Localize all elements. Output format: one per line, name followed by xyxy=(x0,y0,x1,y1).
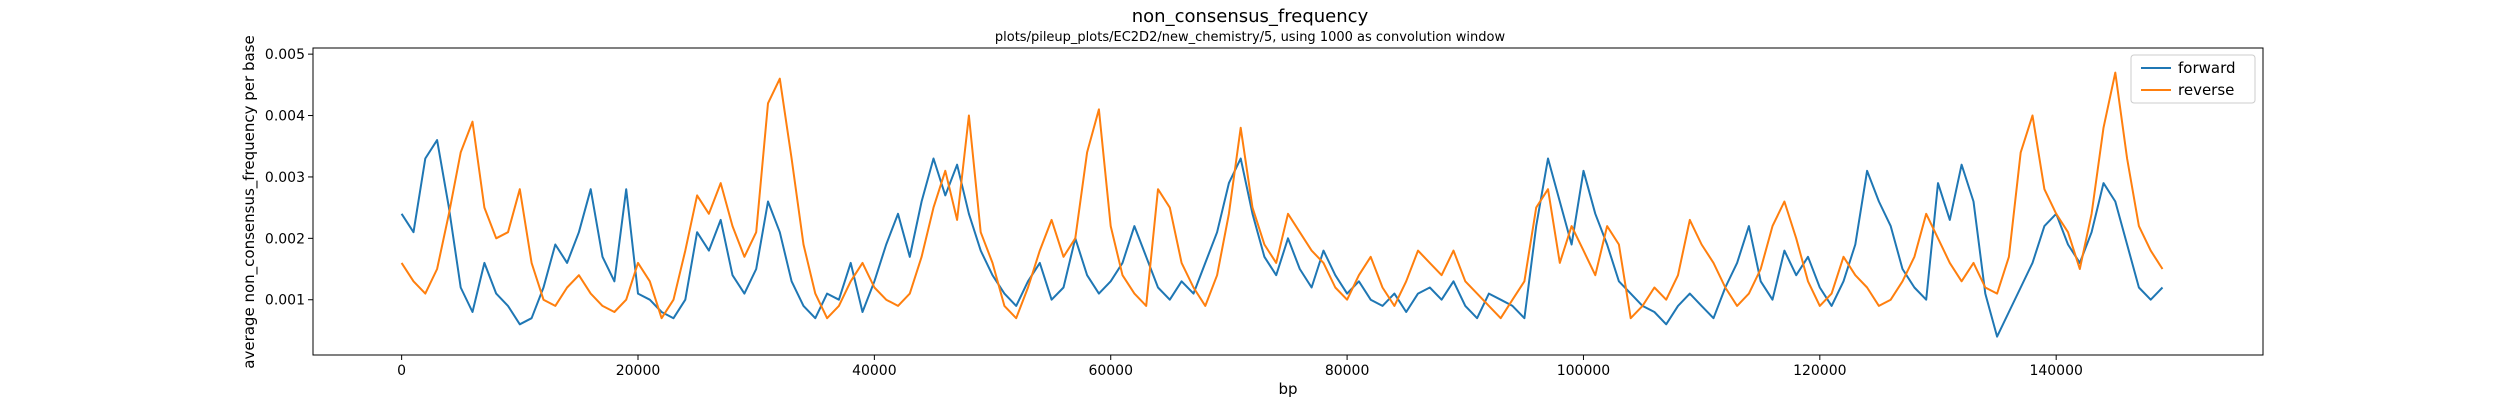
x-tick-label: 60000 xyxy=(1088,363,1133,379)
x-tick-label: 140000 xyxy=(2029,363,2082,379)
y-tick-label: 0.004 xyxy=(265,109,305,125)
x-tick-label: 80000 xyxy=(1325,363,1370,379)
plot-area xyxy=(312,47,2264,356)
y-tick-label: 0.001 xyxy=(265,293,305,309)
y-tick-label: 0.003 xyxy=(265,170,305,186)
legend-label-reverse: reverse xyxy=(2178,81,2234,99)
series-line-reverse xyxy=(400,71,2164,320)
y-tick-label: 0.005 xyxy=(265,47,305,63)
y-tick-label: 0.002 xyxy=(265,231,305,247)
series-layer xyxy=(400,71,2164,338)
x-tick-label: 0 xyxy=(397,363,406,379)
x-axis-label: bp xyxy=(1278,380,1297,398)
legend: forward reverse xyxy=(2130,54,2256,104)
x-tick-label: 120000 xyxy=(1793,363,1846,379)
series-line-forward xyxy=(400,139,2164,338)
x-axis-ticks: 0 20000 40000 60000 80000 100000 120000 140000 xyxy=(397,355,2083,379)
y-axis-ticks: 0.001 0.002 0.003 0.004 0.005 xyxy=(265,47,313,309)
x-tick-label: 100000 xyxy=(1557,363,1610,379)
y-axis-label: average non_consensus_frequency per base xyxy=(240,35,259,368)
chart-subtitle: plots/pileup_plots/EC2D2/new_chemistry/5… xyxy=(995,30,1506,45)
chart-title: non_consensus_frequency xyxy=(1132,6,1369,27)
legend-label-forward: forward xyxy=(2178,59,2236,77)
x-tick-label: 20000 xyxy=(616,363,661,379)
x-tick-label: 40000 xyxy=(852,363,897,379)
